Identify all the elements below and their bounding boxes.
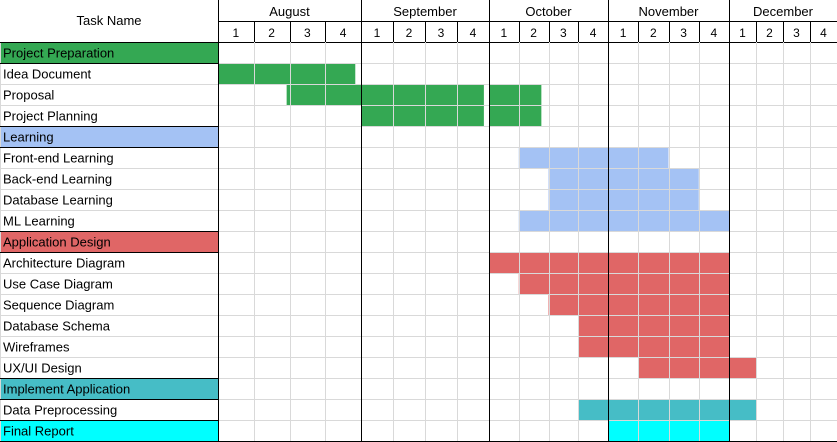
gantt-bar	[608, 420, 729, 441]
task-label-fill	[0, 231, 218, 252]
week-label: 2	[406, 26, 413, 40]
week-label: 2	[650, 26, 657, 40]
month-label: September	[393, 4, 457, 19]
task-label: Database Learning	[3, 193, 113, 208]
task-label: Sequence Diagram	[3, 298, 114, 313]
task-label: Implement Application	[3, 382, 130, 397]
task-label: Idea Document	[3, 67, 92, 82]
task-label-fill	[0, 42, 218, 63]
week-label: 4	[590, 26, 597, 40]
week-label: 1	[374, 26, 381, 40]
week-label: 2	[268, 26, 275, 40]
task-label: Database Schema	[3, 319, 111, 334]
week-label: 4	[820, 26, 827, 40]
gantt-bar	[548, 168, 699, 189]
task-label: Architecture Diagram	[3, 256, 125, 271]
week-label: 4	[470, 26, 477, 40]
gantt-bar	[578, 336, 729, 357]
gantt-bar	[518, 210, 729, 231]
week-label: 3	[680, 26, 687, 40]
month-label: December	[753, 4, 814, 19]
month-label: October	[525, 4, 572, 19]
gantt-bar	[548, 189, 699, 210]
task-label: Project Preparation	[3, 46, 114, 61]
gantt-bar	[518, 147, 669, 168]
gantt-bar	[489, 105, 542, 126]
month-label: November	[639, 4, 700, 19]
gantt-bar	[578, 399, 756, 420]
task-label: Wireframes	[3, 340, 70, 355]
task-label: Final Report	[3, 424, 74, 439]
month-label: August	[269, 4, 310, 19]
week-label: 1	[501, 26, 508, 40]
task-label: Project Planning	[3, 109, 98, 124]
task-label: Front-end Learning	[3, 151, 114, 166]
week-label: 3	[560, 26, 567, 40]
gantt-bar	[638, 357, 756, 378]
task-label-fill	[0, 126, 218, 147]
week-label: 1	[620, 26, 627, 40]
week-label: 4	[711, 26, 718, 40]
task-label: UX/UI Design	[3, 361, 82, 376]
task-label: Back-end Learning	[3, 172, 112, 187]
gantt-bar	[361, 105, 484, 126]
gantt-bar	[286, 84, 484, 105]
week-label: 1	[233, 26, 240, 40]
gantt-bar	[578, 315, 729, 336]
gantt-bar	[518, 273, 729, 294]
week-label: 3	[438, 26, 445, 40]
task-label: Data Preprocessing	[3, 403, 117, 418]
task-name-header: Task Name	[76, 13, 141, 28]
task-label: Application Design	[3, 235, 111, 250]
task-label-fill	[0, 420, 218, 441]
task-label: ML Learning	[3, 214, 75, 229]
task-label: Proposal	[3, 88, 54, 103]
week-label: 2	[766, 26, 773, 40]
gantt-bar	[218, 63, 356, 84]
gantt-bar	[489, 84, 542, 105]
week-label: 3	[304, 26, 311, 40]
week-label: 3	[793, 26, 800, 40]
week-label: 2	[530, 26, 537, 40]
task-label-fill	[0, 378, 218, 399]
week-label: 4	[340, 26, 347, 40]
task-label: Learning	[3, 130, 54, 145]
week-label: 1	[739, 26, 746, 40]
task-label: Use Case Diagram	[3, 277, 113, 292]
